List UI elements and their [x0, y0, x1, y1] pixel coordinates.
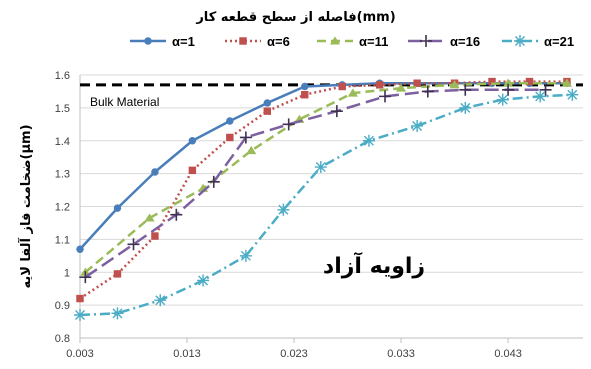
series-group [74, 77, 579, 321]
legend-label: α=21 [544, 34, 574, 49]
legend-item-4: α=16 [408, 34, 480, 49]
data-point [113, 204, 122, 212]
axis-labels: ضخامت فاز آلفا لایه(µm) زاویه آزاد [17, 124, 425, 288]
legend-item-2: α=6 [225, 34, 290, 49]
data-point [488, 77, 496, 86]
reference-line: Bulk Material [80, 83, 583, 109]
data-point [113, 270, 122, 278]
data-point [379, 90, 392, 103]
data-point [459, 83, 472, 96]
legend-item-5: α=21 [502, 34, 574, 49]
legend-item-3: α=11 [317, 34, 388, 49]
gridlines: 0.8 0.9 1 1.1 1.2 1.3 1.4 1.5 1.6 [55, 70, 583, 345]
data-point [525, 77, 534, 86]
data-point [263, 107, 272, 115]
legend-label: α=6 [267, 34, 290, 49]
data-point [314, 161, 327, 174]
y-axis-title: ضخامت فاز آلفا لایه(µm) [17, 124, 34, 288]
data-point [154, 294, 167, 307]
y-tick-label: 1.6 [55, 70, 70, 82]
data-point [338, 82, 346, 91]
data-point [566, 88, 579, 101]
y-tick-label: 1.1 [55, 234, 70, 246]
chart-annotation: زاویه آزاد [323, 251, 425, 279]
data-point [76, 294, 84, 303]
data-point [239, 249, 252, 262]
legend-label: α=1 [172, 34, 195, 49]
y-tick-label: 0.9 [55, 300, 70, 312]
data-point [74, 308, 86, 321]
data-point [188, 137, 197, 145]
data-point [226, 117, 234, 125]
legend-marker [144, 37, 152, 45]
data-point [503, 78, 514, 87]
series-line [84, 81, 567, 274]
legend-marker [239, 37, 247, 45]
data-point [301, 91, 309, 99]
legend: α=1 α=6 α=11 α=16 α=21 [130, 34, 574, 49]
data-point [188, 166, 197, 175]
y-tick-label: 0.8 [55, 333, 70, 345]
legend-label: α=16 [450, 34, 480, 49]
x-tick-label: 0.033 [387, 348, 415, 360]
x-tick-label: 0.023 [280, 348, 308, 360]
data-point [459, 101, 472, 114]
data-point [282, 118, 295, 131]
data-point [197, 274, 210, 287]
data-point [111, 307, 124, 320]
series-5 [74, 88, 579, 321]
data-point [76, 245, 84, 253]
data-point [561, 78, 573, 87]
series-4 [79, 83, 552, 284]
chart-title: فاصله از سطح قطعه کار(mm) [195, 10, 395, 25]
legend-item-1: α=1 [130, 34, 195, 49]
data-point [496, 93, 509, 106]
data-point [239, 131, 252, 144]
data-point [79, 271, 92, 284]
data-point [362, 134, 375, 147]
y-tick-label: 1.5 [55, 103, 70, 115]
x-tick-label: 0.003 [66, 348, 94, 360]
data-point [151, 168, 159, 176]
data-point [207, 175, 220, 188]
data-point [421, 85, 434, 98]
x-tick-label: 0.013 [173, 348, 201, 360]
legend-marker [514, 35, 526, 47]
data-point [502, 83, 515, 96]
data-point [263, 99, 272, 107]
bulk-material-label: Bulk Material [90, 95, 159, 109]
data-point [375, 81, 384, 89]
legend-label: α=11 [359, 34, 388, 49]
data-point [151, 232, 159, 240]
data-point [246, 145, 257, 155]
data-point [226, 133, 234, 142]
data-point [449, 80, 460, 89]
data-point [127, 238, 140, 251]
legend-marker [329, 36, 341, 45]
data-point [395, 83, 407, 92]
series-line [79, 93, 573, 317]
y-tick-label: 1.3 [55, 169, 70, 181]
data-point [301, 82, 309, 91]
y-tick-label: 1.4 [55, 136, 70, 148]
data-point [411, 119, 424, 132]
series-line [84, 88, 546, 279]
data-point [534, 90, 547, 103]
axes: 0.003 0.013 0.023 0.033 0.043 [66, 75, 583, 360]
y-tick-label: 1 [64, 267, 70, 279]
data-point [539, 83, 552, 96]
data-point [144, 213, 155, 222]
data-point [277, 203, 290, 216]
y-tick-label: 1.2 [55, 202, 70, 214]
data-point [330, 105, 343, 118]
x-tick-label: 0.043 [494, 348, 522, 360]
data-point [170, 208, 183, 221]
legend-marker [420, 35, 432, 47]
data-point [413, 79, 421, 87]
data-point [347, 88, 358, 97]
